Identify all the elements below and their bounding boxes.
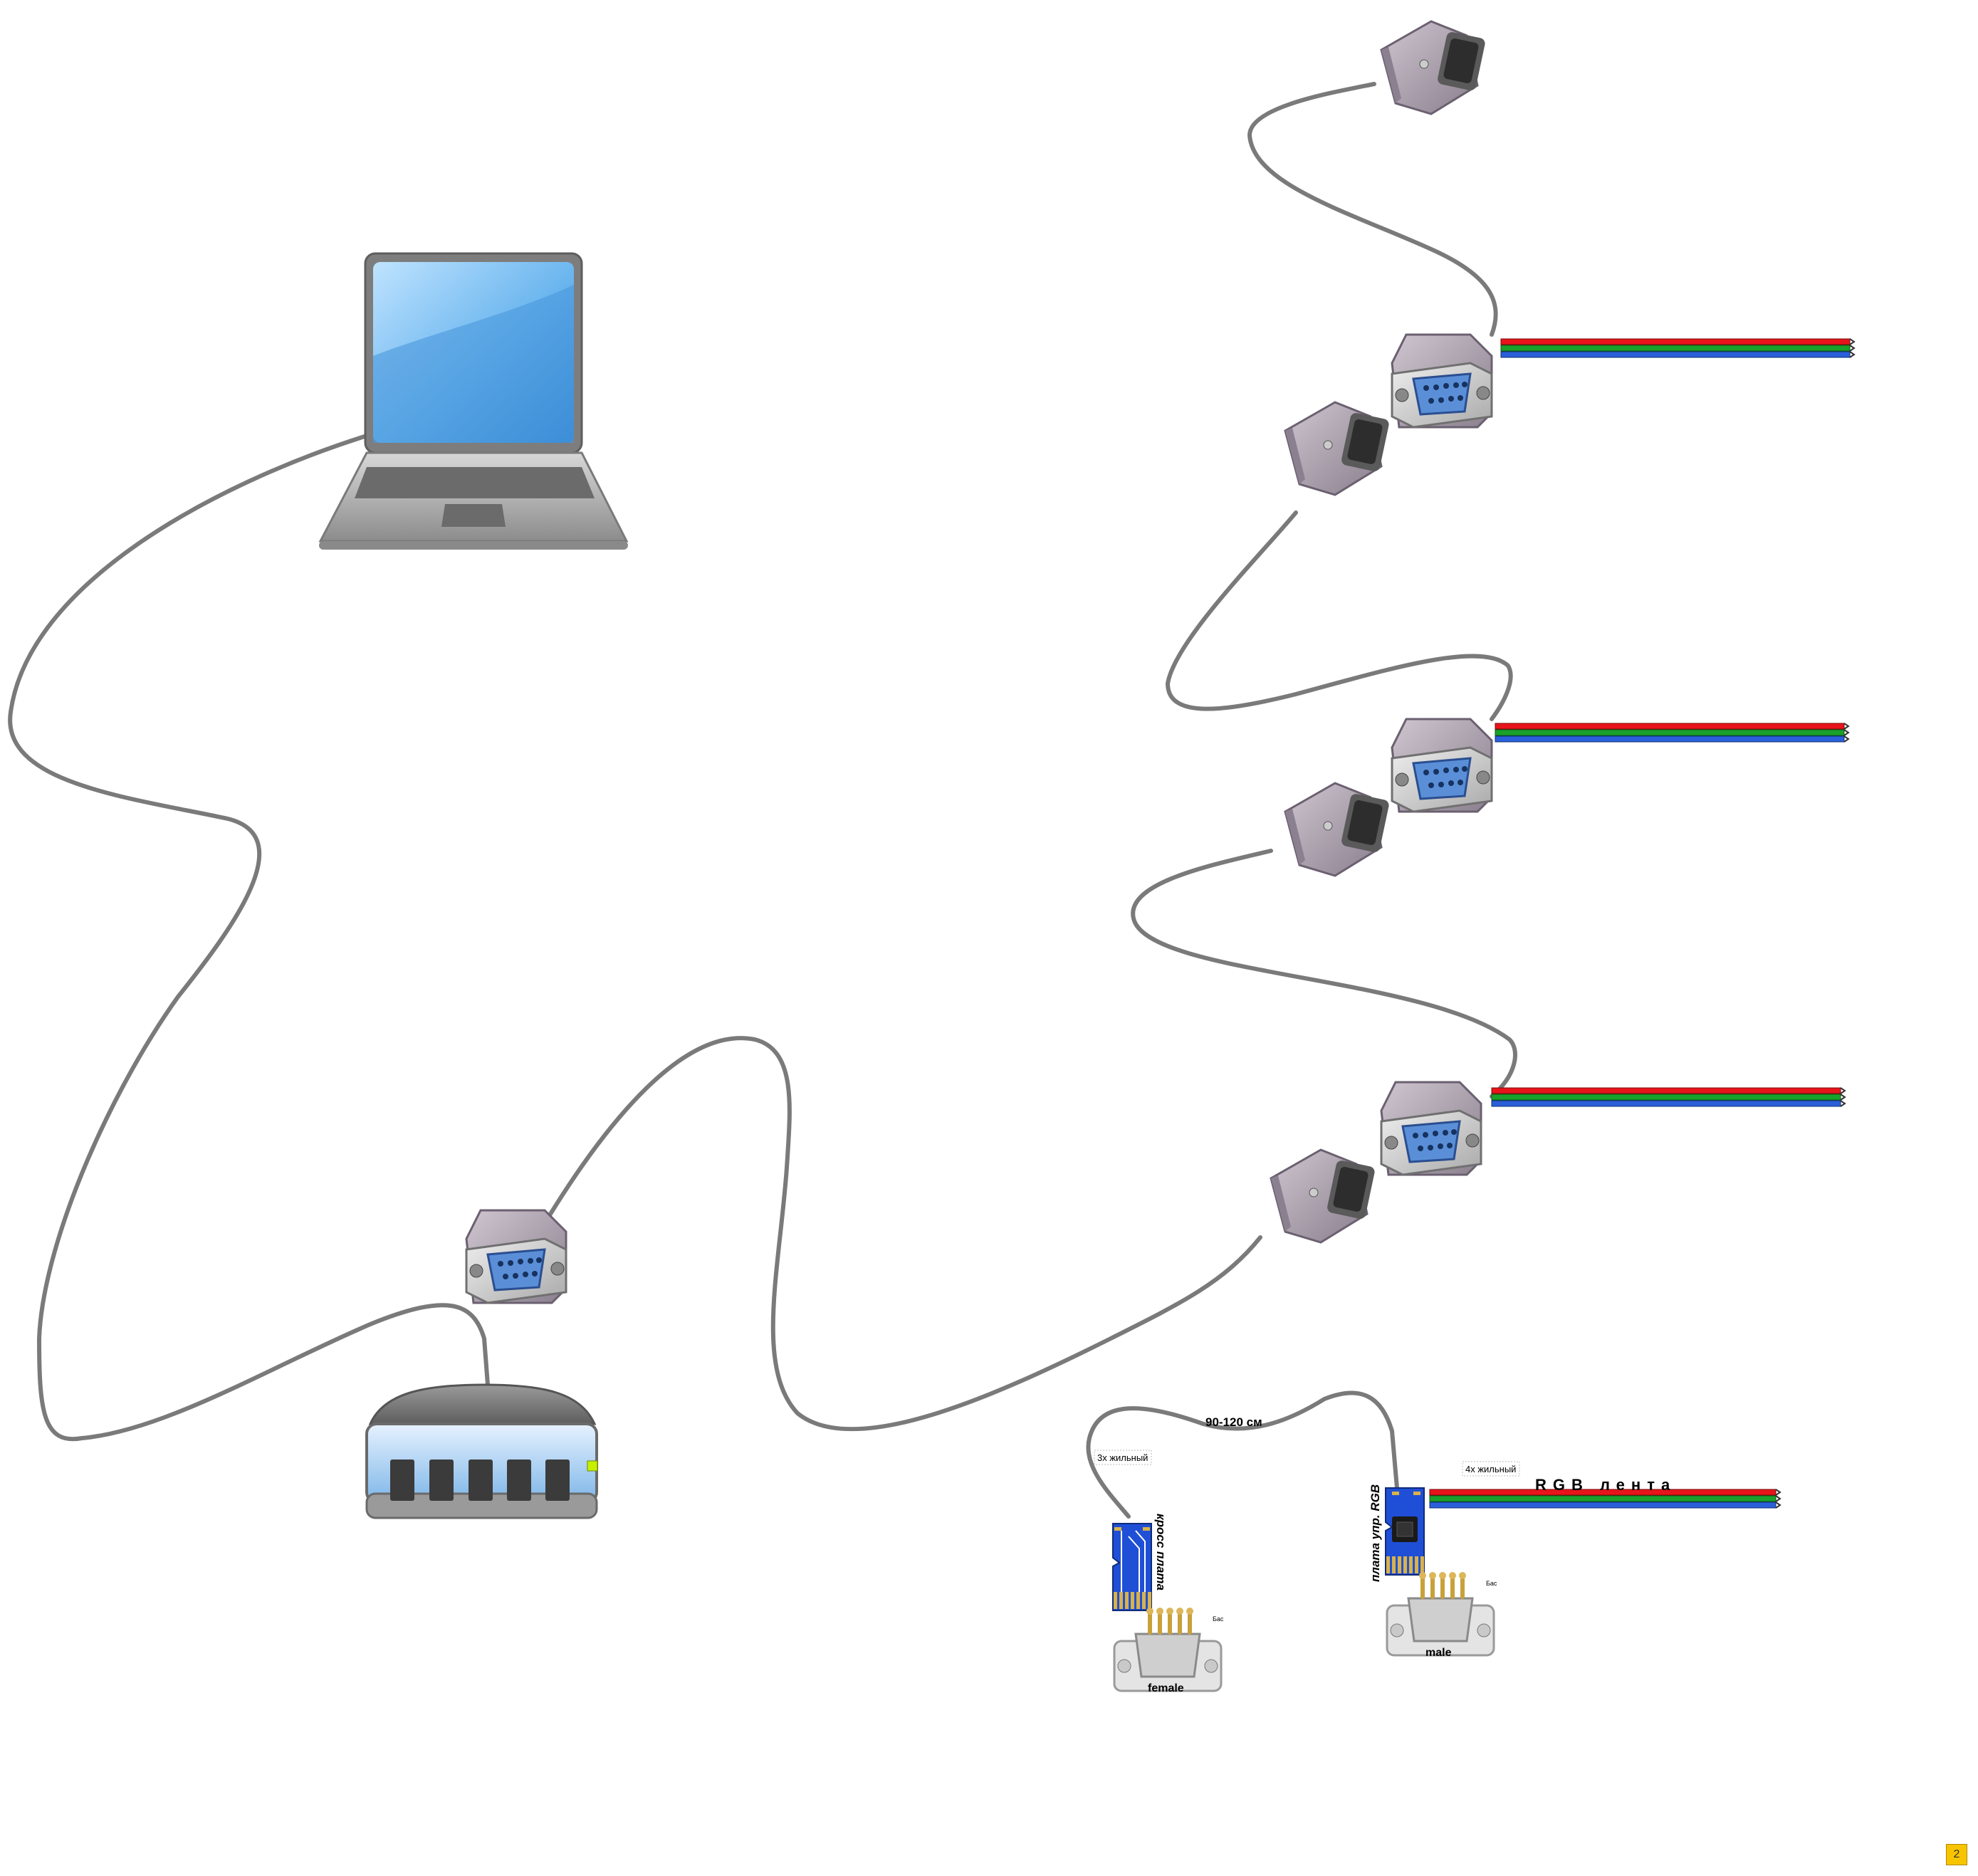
male-label: male	[1425, 1647, 1452, 1659]
page-number-badge[interactable]: 2	[1946, 1844, 1967, 1865]
rgb-wire-icon	[1495, 723, 1849, 743]
cross-board-label: кросс плата	[1154, 1514, 1168, 1591]
cable-length-label: 90-120 см	[1205, 1415, 1262, 1429]
female-label: female	[1148, 1682, 1184, 1694]
cable-segment-3	[1131, 849, 1517, 1099]
rgb-wire-icon	[1429, 1489, 1781, 1509]
db9-female-connector-icon	[1391, 333, 1493, 429]
wire-3-label: 3х жильный	[1097, 1452, 1148, 1463]
switch-ports	[390, 1460, 570, 1501]
cable-segment-1	[1247, 82, 1498, 337]
cable-segment-2	[1165, 510, 1513, 721]
db9-male-connector-icon	[1270, 1148, 1377, 1244]
db9-male-connector-icon	[1284, 782, 1391, 877]
bas-label-right: Бас	[1486, 1580, 1497, 1587]
bas-label-left: Бас	[1213, 1615, 1224, 1623]
db9-metal-connector-icon	[1114, 1608, 1221, 1691]
db9-metal-connector-icon	[1387, 1572, 1494, 1655]
db9-female-connector-icon	[1391, 718, 1493, 813]
cables	[8, 82, 1517, 1519]
cable-switch-to-female-connector	[546, 1036, 1262, 1432]
cable-laptop-to-switch	[8, 434, 490, 1442]
rgb-wire-icon	[1491, 1087, 1846, 1107]
pcb-board-icon	[1112, 1523, 1152, 1611]
laptop-icon	[318, 252, 629, 550]
db9-male-connector-icon	[1380, 20, 1487, 115]
cable-board-link	[1086, 1390, 1399, 1519]
db9-male-connector-icon	[1284, 401, 1391, 496]
db9-female-connector-icon	[465, 1209, 567, 1304]
rgb-board-label: плата упр. RGB	[1369, 1484, 1382, 1582]
network-switch-icon	[365, 1383, 598, 1519]
wire-4-label: 4х жильный	[1465, 1464, 1516, 1474]
pcb-board-icon	[1385, 1487, 1425, 1576]
rgb-wire-icon	[1500, 338, 1855, 358]
rgb-strip-label: RGB лента	[1535, 1476, 1676, 1494]
db9-female-connector-icon	[1380, 1081, 1482, 1176]
